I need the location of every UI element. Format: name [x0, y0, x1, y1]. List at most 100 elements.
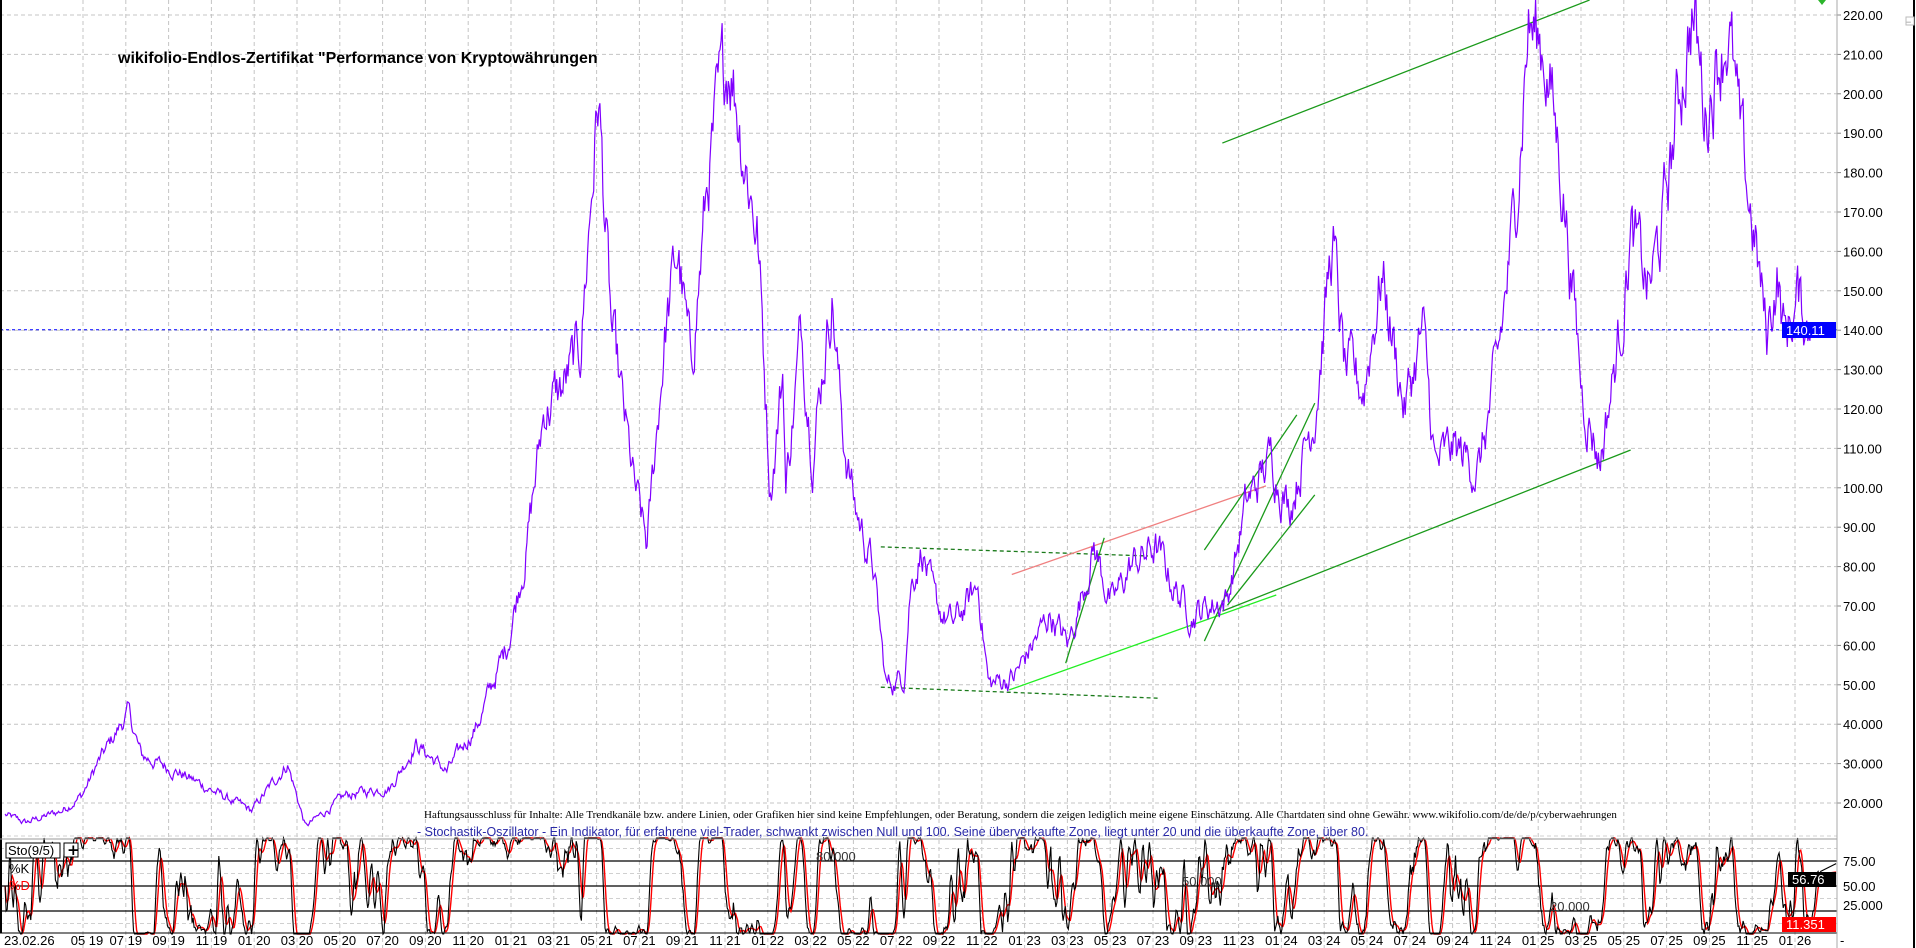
- x-tick-label: 09 24: [1436, 933, 1469, 948]
- trendline: [1011, 485, 1267, 576]
- trendline: [1008, 594, 1277, 691]
- plus-icon: +: [67, 841, 80, 859]
- x-tick-label: 07 20: [366, 933, 399, 948]
- y-tick-label: 220.00: [1843, 8, 1883, 23]
- level-label-20: 20.000: [1550, 899, 1590, 914]
- trendline: [1203, 414, 1298, 551]
- x-tick-label: 07 21: [623, 933, 656, 948]
- last-k-value: 56.76: [1792, 872, 1825, 887]
- add-indicator-button[interactable]: +: [63, 841, 80, 859]
- y-tick-label: 80.00: [1843, 560, 1876, 575]
- x-tick-label: 11 20: [452, 933, 484, 948]
- minus-icon: −: [1906, 17, 1911, 27]
- x-tick-label: 01 25: [1522, 933, 1555, 948]
- x-tick-label: 05 24: [1351, 933, 1384, 948]
- x-tick-label: 11 24: [1480, 933, 1512, 948]
- y-tick-label: 170.00: [1843, 205, 1883, 220]
- y-tick-label: 210.00: [1843, 47, 1883, 62]
- x-tick-label: 05 22: [837, 933, 870, 948]
- disclaimer-text: Haftungsausschluss für Inhalte: Alle Tre…: [424, 809, 1617, 821]
- x-tick-label: 07 25: [1650, 933, 1683, 948]
- axis-ticks: 220.00 210.00 200.00 190.00 180.00 170.00 160.…: [71, 8, 1883, 948]
- y-tick-label: 160.00: [1843, 244, 1883, 259]
- x-tick-label: 07 24: [1394, 933, 1427, 948]
- last-d-badge: [1782, 917, 1836, 932]
- osc-tick-label: 50.00: [1843, 879, 1876, 894]
- x-tick-label: 09 19: [152, 933, 185, 948]
- x-tick-label: 05 20: [324, 933, 357, 948]
- x-tick-label: 03 25: [1565, 933, 1598, 948]
- legend-d: %D: [9, 878, 30, 893]
- last-d-value: 11.351: [1786, 917, 1825, 932]
- y-tick-label: 50.00: [1843, 678, 1876, 693]
- x-tick-label: 07 19: [110, 933, 143, 948]
- trendline: [880, 686, 1159, 699]
- x-tick-label: 03 23: [1051, 933, 1084, 948]
- y-tick-label: 20.000: [1843, 796, 1883, 811]
- last-price-value: 140.11: [1786, 323, 1825, 338]
- x-tick-label: 11 25: [1736, 933, 1768, 948]
- trendline: [880, 546, 1148, 557]
- last-k-badge: [1788, 872, 1836, 887]
- x-tick-label: 09 21: [666, 933, 699, 948]
- x-tick-label: 11 21: [709, 933, 741, 948]
- oscillator-levels: [0, 860, 1837, 912]
- x-tick-label: 01 23: [1008, 933, 1041, 948]
- x-tick-label: 05 23: [1094, 933, 1127, 948]
- y-tick-label: 150.00: [1843, 284, 1883, 299]
- x-tick-label: 03 21: [538, 933, 571, 948]
- osc-tick-label: 25.000: [1843, 898, 1883, 913]
- trendline: [1226, 494, 1316, 606]
- last-price-badge: [1782, 322, 1836, 338]
- x-tick-label: 09 23: [1180, 933, 1213, 948]
- osc-tick-label: 75.00: [1843, 854, 1876, 869]
- grid: [0, 0, 1837, 948]
- trendlines: [880, 0, 1631, 699]
- y-tick-label: 70.00: [1843, 599, 1876, 614]
- indicator-label[interactable]: Sto(9/5): [5, 842, 61, 859]
- y-tick-label: 180.00: [1843, 166, 1883, 181]
- x-tick-label: 03 22: [794, 933, 827, 948]
- y-tick-label: 120.00: [1843, 402, 1883, 417]
- indicator-name: Sto(9/5): [8, 843, 54, 858]
- green-triangle-marker-icon: [1818, 0, 1826, 5]
- trendline: [1222, 449, 1631, 612]
- y-tick-label: 140.00: [1843, 323, 1883, 338]
- x-tick-label: 11 22: [966, 933, 998, 948]
- x-tick-label: 01 24: [1265, 933, 1298, 948]
- x-tick-label: 09 25: [1693, 933, 1726, 948]
- x-tick-label: 05 25: [1608, 933, 1641, 948]
- date-axis-end-marker: -: [1840, 933, 1844, 948]
- y-tick-label: 40.000: [1843, 717, 1883, 732]
- x-tick-label: 01 21: [495, 933, 528, 948]
- collapse-panel-button[interactable]: −: [1905, 16, 1915, 27]
- y-tick-label: 100.00: [1843, 481, 1883, 496]
- y-tick-label: 130.00: [1843, 363, 1883, 378]
- x-tick-label: 03 24: [1308, 933, 1341, 948]
- date-axis-first-label: 23.02.26: [4, 933, 55, 948]
- x-tick-label: 05 21: [580, 933, 613, 948]
- x-tick-label: 05 19: [71, 933, 104, 948]
- stoch-k-line: [4, 835, 1837, 936]
- y-tick-label: 30.000: [1843, 757, 1883, 772]
- x-tick-label: 03 20: [281, 933, 314, 948]
- x-tick-label: 01 26: [1779, 933, 1812, 948]
- y-tick-label: 90.00: [1843, 520, 1876, 535]
- x-tick-label: 07 23: [1137, 933, 1170, 948]
- trendline: [1065, 537, 1105, 664]
- y-tick-label: 190.00: [1843, 126, 1883, 141]
- chart-title: wikifolio-Endlos-Zertifikat "Performance…: [117, 50, 598, 67]
- y-tick-label: 200.00: [1843, 87, 1883, 102]
- price-line: [4, 0, 1837, 827]
- x-tick-label: 09 22: [923, 933, 956, 948]
- legend-k: %K: [9, 861, 30, 876]
- x-tick-label: 11 23: [1223, 933, 1255, 948]
- y-tick-label: 110.00: [1843, 441, 1882, 456]
- stochastic-note: - Stochastik-Oszillator - Ein Indikator,…: [417, 825, 1368, 839]
- y-tick-label: 60.00: [1843, 638, 1876, 653]
- x-tick-label: 01 20: [238, 933, 271, 948]
- x-tick-label: 07 22: [880, 933, 913, 948]
- level-label-50: 50.000: [1182, 874, 1222, 889]
- x-tick-label: 09 20: [409, 933, 442, 948]
